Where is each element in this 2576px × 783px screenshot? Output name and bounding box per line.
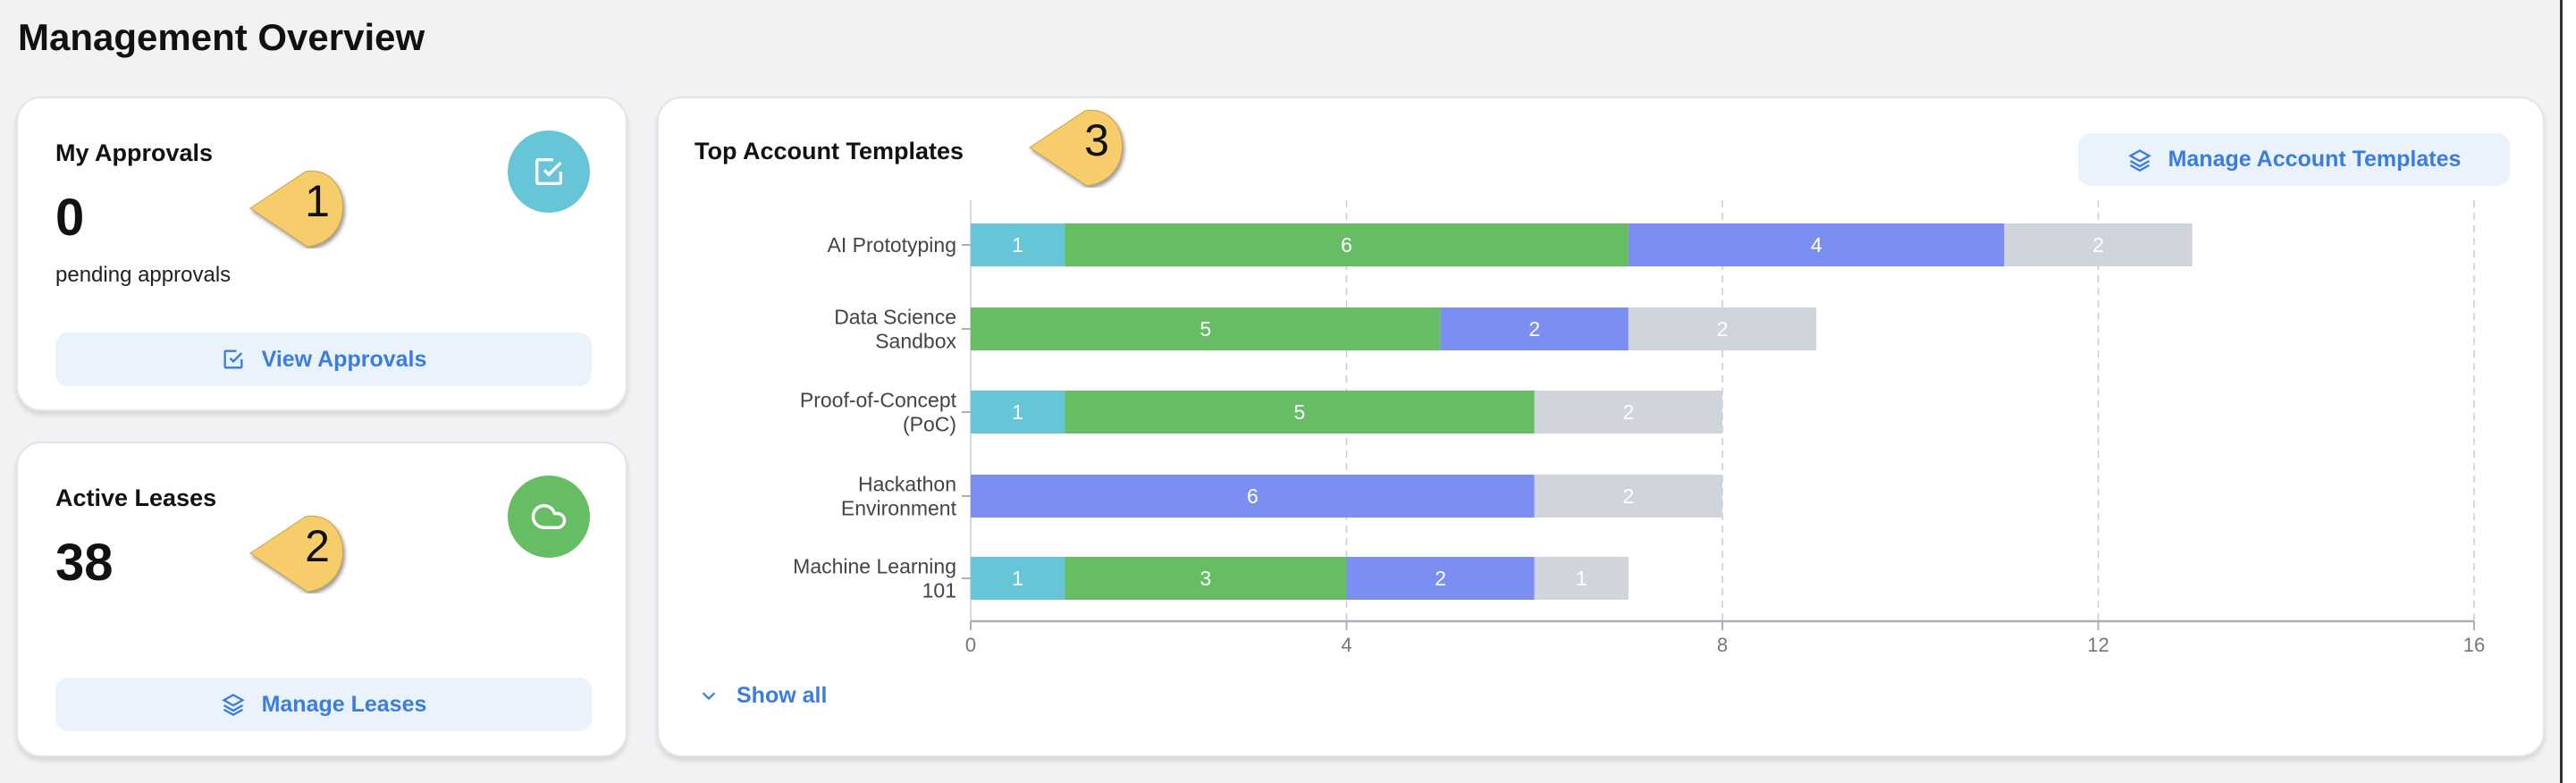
bar-segment [971,475,1535,518]
checkbox-icon [223,349,243,369]
bar-label: 2 [1717,317,1729,341]
approvals-count: 0 [55,189,85,247]
approvals-subtitle: pending approvals [55,263,232,287]
bar-segment [2004,223,2193,266]
y-tick-label: AI Prototyping [828,233,956,257]
bar-segment [1534,475,1722,518]
callout-1: 1 [243,168,359,248]
layers-icon [221,694,245,717]
bar-label: 2 [1622,400,1634,424]
layers-icon [2127,148,2151,172]
bar-segment [1534,391,1722,434]
bar-label: 6 [1247,484,1259,508]
cloud-icon [508,476,590,558]
bar-label: 1 [1576,567,1587,590]
bar-label: 1 [1012,233,1023,257]
approvals-icon [508,130,590,213]
bar-label: 4 [1811,233,1823,257]
bar-segment [1628,223,2005,266]
manage-account-templates-button[interactable]: Manage Account Templates [2078,133,2510,186]
window-edge [2560,0,2576,783]
y-tick-label: Proof-of-Concept (PoC) [800,389,957,436]
view-approvals-label: View Approvals [261,346,427,372]
bar-label: 5 [1200,317,1211,341]
bar-segment [971,391,1065,434]
bar-label: 2 [1622,484,1634,508]
bar-segment [971,223,1065,266]
bar-segment [1065,557,1347,600]
x-tick-label: 0 [965,634,976,656]
bar-label: 3 [1200,567,1211,590]
leases-card: Active Leases 38 Manage Leases [16,442,627,757]
bar-segment [1065,223,1629,266]
bar-segment [1440,307,1629,350]
bar-label: 5 [1294,400,1306,424]
x-tick-label: 8 [1717,634,1728,656]
leases-count: 38 [55,534,114,592]
bar-segment [1628,307,1817,350]
bar-segment [1346,557,1535,600]
bar-label: 2 [1435,567,1446,590]
manage-leases-label: Manage Leases [261,691,427,717]
y-tick-label: Machine Learning 101 [793,555,956,602]
x-tick-label: 12 [2087,634,2109,656]
bar-segment [971,557,1065,600]
bar-label: 6 [1341,233,1352,257]
bar-segment [1065,391,1535,434]
callout-2: 2 [243,513,359,594]
approvals-title: My Approvals [55,139,214,166]
bar-segment [1534,557,1629,600]
bar-label: 1 [1012,567,1023,590]
x-tick-label: 16 [2463,634,2485,656]
manage-leases-button[interactable]: Manage Leases [55,678,592,731]
bar-label: 2 [2092,233,2104,257]
templates-title: Top Account Templates [695,138,964,164]
callout-3: 3 [1023,107,1139,188]
bar-label: 1 [1012,400,1023,424]
view-approvals-button[interactable]: View Approvals [55,333,592,386]
bar-label: 2 [1528,317,1540,341]
leases-title: Active Leases [55,484,217,511]
chevron-down-icon [702,692,716,701]
y-tick-label: Data Science Sandbox [834,306,956,353]
page-title: Management Overview [18,16,425,58]
y-tick-label: Hackathon Environment [841,473,957,520]
show-all-label: Show all [737,682,828,708]
x-tick-label: 4 [1341,634,1351,656]
manage-account-templates-label: Manage Account Templates [2168,147,2462,172]
bar-segment [971,307,1441,350]
show-all-button[interactable]: Show all [699,676,851,715]
approvals-card: My Approvals 0 pending approvals View Ap… [16,97,627,411]
